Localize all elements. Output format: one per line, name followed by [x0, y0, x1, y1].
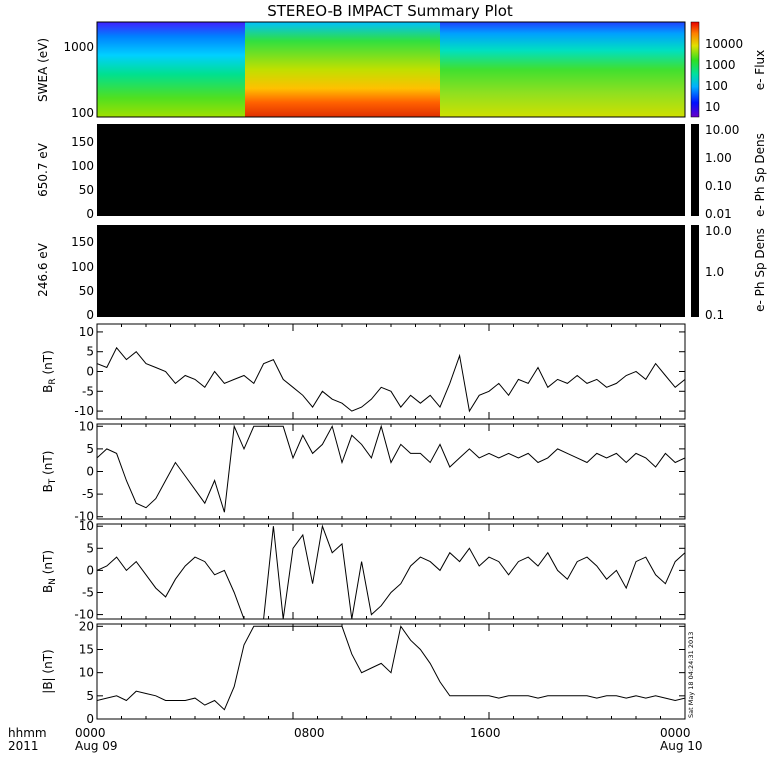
pad-246-ytick-0: 0 [86, 308, 94, 322]
y-tick-label: -10 [74, 510, 94, 524]
swea-ytick-100: 100 [71, 106, 94, 120]
field-panel-frame [96, 523, 686, 620]
swea-ytick-1000: 1000 [63, 40, 94, 54]
y-tick-label: 10 [79, 325, 94, 339]
field-panel-ylabel: BR (nT) [41, 350, 58, 393]
pad-246-ytick-150: 150 [71, 235, 94, 249]
y-tick-label: -5 [82, 585, 94, 599]
time-tick-0000-end: 0000 [660, 726, 691, 740]
swea-cb-tick-1000: 1000 [705, 58, 736, 72]
pad-246-cb-label: e- Ph Sp Dens [753, 228, 767, 312]
y-tick-label: -10 [74, 404, 94, 418]
y-tick-label: 5 [86, 442, 94, 456]
pad-650-ylabel: 650.7 eV [36, 142, 50, 197]
pad-246-cb-tick-0.1: 0.1 [705, 308, 724, 322]
swea-hot-region [245, 22, 440, 117]
field-panel-ylabel: BT (nT) [41, 451, 58, 493]
y-tick-label: 5 [86, 541, 94, 555]
field-panel-2: 10 5 0 -5 -10 BN (nT) [41, 519, 686, 622]
y-tick-label: 5 [86, 689, 94, 703]
pad-246-ylabel: 246.6 eV [36, 242, 50, 297]
pad-650-ytick-150: 150 [71, 135, 94, 149]
time-tick-0000: 0000 [75, 726, 106, 740]
swea-panel: SWEA (eV) 1000 100 10000 1000 100 10 e- … [36, 21, 767, 120]
pad-246-image [97, 225, 685, 317]
y-tick-label: 0 [86, 712, 94, 726]
y-tick-label: -10 [74, 608, 94, 622]
y-tick-label: 0 [86, 365, 94, 379]
pad-650-ytick-0: 0 [86, 207, 94, 221]
field-panel-ylabel: BN (nT) [41, 550, 58, 593]
y-tick-label: -5 [82, 384, 94, 398]
pad-246-panel: 246.6 eV 150 100 50 0 10.0 1.0 0.1 e- Ph… [36, 224, 767, 322]
y-tick-label: 0 [86, 465, 94, 479]
magnetic-field-panels: 10 5 0 -5 -10 BR (nT) 10 5 0 -5 -10 BT (nT) 10 5 0 -5 -1… [41, 323, 686, 726]
field-panel-1: 10 5 0 -5 -10 BT (nT) [41, 419, 686, 524]
chart-title: STEREO-B IMPACT Summary Plot [267, 2, 513, 20]
field-panel-0: 10 5 0 -5 -10 BR (nT) [41, 323, 686, 420]
field-panel-3: 20 15 10 5 0 |B| (nT) [41, 619, 686, 726]
field-series-line [97, 524, 685, 619]
swea-frame [96, 21, 686, 118]
field-panel-frame [96, 423, 686, 520]
y-tick-label: 5 [86, 345, 94, 359]
pad-246-cb-tick-1: 1.0 [705, 265, 724, 279]
y-tick-label: 10 [79, 419, 94, 433]
pad-246-colorbar [691, 225, 699, 317]
pad-246-ytick-100: 100 [71, 260, 94, 274]
swea-late [440, 22, 685, 117]
pad-650-cb-tick-10: 10.00 [705, 123, 739, 137]
time-tick-1600: 1600 [470, 726, 501, 740]
swea-ylabel: SWEA (eV) [36, 38, 50, 102]
field-series-line [97, 424, 685, 513]
y-tick-label: 20 [79, 619, 94, 633]
y-tick-label: 15 [79, 642, 94, 656]
swea-cool-early [97, 22, 245, 117]
field-series-line [97, 346, 685, 413]
swea-cb-tick-10: 10 [705, 100, 720, 114]
y-tick-label: -5 [82, 487, 94, 501]
swea-colorbar [690, 21, 700, 118]
pad-650-cb-tick-1: 1.00 [705, 151, 732, 165]
pad-246-cb-tick-10: 10.0 [705, 224, 732, 238]
pad-650-ytick-100: 100 [71, 159, 94, 173]
swea-cb-tick-100: 100 [705, 79, 728, 93]
field-panel-frame [96, 323, 686, 420]
pad-650-colorbar [691, 124, 699, 216]
y-tick-label: 10 [79, 666, 94, 680]
plot-timestamp: Sat May 18 04:24:31 2013 [687, 632, 695, 718]
date-start: Aug 09 [75, 739, 118, 753]
pad-650-ytick-50: 50 [79, 183, 94, 197]
swea-cb-label: e- Flux [753, 50, 767, 90]
pad-650-cb-tick-0.01: 0.01 [705, 207, 732, 221]
y-tick-label: 0 [86, 563, 94, 577]
swea-cb-tick-10000: 10000 [705, 37, 743, 51]
pad-650-panel: 650.7 eV 150 100 50 0 10.00 1.00 0.10 0.… [36, 123, 767, 221]
time-tick-0800: 0800 [294, 726, 325, 740]
field-panel-ylabel: |B| (nT) [41, 649, 55, 693]
time-axis-year: 2011 [8, 739, 39, 753]
pad-650-cb-label: e- Ph Sp Dens [753, 133, 767, 217]
pad-650-image [97, 124, 685, 216]
date-end: Aug 10 [660, 739, 703, 753]
time-axis-hhmm: hhmm [8, 726, 47, 740]
pad-246-ytick-50: 50 [79, 284, 94, 298]
field-series-line [97, 625, 685, 711]
time-axis: hhmm 2011 0000 0800 1600 0000 Aug 09 Aug… [8, 726, 703, 753]
pad-650-cb-tick-0.1: 0.10 [705, 179, 732, 193]
y-tick-label: 10 [79, 519, 94, 533]
